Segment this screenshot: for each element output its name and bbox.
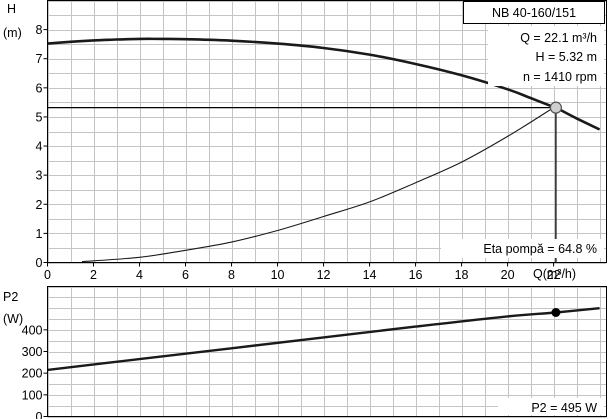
efficiency-curve <box>81 107 554 263</box>
head-axis-label-unit: (m) <box>3 26 22 40</box>
x-tick-label: 14 <box>363 268 377 282</box>
x-tick-label: 12 <box>317 268 331 282</box>
efficiency-label: Eta pompă = 64.8 % <box>483 242 597 256</box>
y-tick-label: 7 <box>36 52 43 66</box>
power-curve <box>47 307 600 372</box>
p2-tick-label: 0 <box>36 410 43 419</box>
y-tick-label: 5 <box>36 110 43 124</box>
x-tick-label: 8 <box>228 268 235 282</box>
power-operating-point-marker <box>551 308 561 317</box>
x-tick-label: 22 <box>547 268 561 282</box>
info-box-bg <box>488 26 604 86</box>
x-tick-label: 6 <box>182 268 189 282</box>
p2-tick-label: 200 <box>22 367 43 381</box>
power-grid <box>47 286 607 418</box>
info-head: H = 5.32 m <box>536 50 598 64</box>
model-label: NB 40-160/151 <box>492 6 576 20</box>
power-axis-label-unit: (W) <box>3 312 23 326</box>
x-tick-label: 20 <box>501 268 515 282</box>
y-tick-label: 4 <box>36 140 43 154</box>
y-tick-label: 0 <box>36 256 43 270</box>
power-plot-frame <box>47 286 607 417</box>
p2-tick-label: 100 <box>22 388 43 402</box>
y-tick-label: 3 <box>36 169 43 183</box>
y-tick-label: 1 <box>36 227 43 241</box>
power-label-bg <box>498 398 604 415</box>
power-axis-ticks: 0 100 200 300 400 <box>22 323 48 419</box>
y-tick-label: 2 <box>36 198 43 212</box>
p2-tick-label: 300 <box>22 345 43 359</box>
flow-axis-label: Q(m³/h) <box>533 267 576 281</box>
operating-point-marker <box>549 101 562 114</box>
head-plot-frame <box>47 0 607 263</box>
x-tick-label: 10 <box>271 268 285 282</box>
power-label: P2 = 495 W <box>531 401 597 415</box>
y-tick-label: 8 <box>36 23 43 37</box>
power-series <box>47 307 600 372</box>
head-axis-label-h: H <box>7 2 16 16</box>
efficiency-label-bg <box>441 239 604 258</box>
x-tick-label: 2 <box>90 268 97 282</box>
y-tick-label: 6 <box>36 81 43 95</box>
info-speed: n = 1410 rpm <box>523 70 597 84</box>
power-axis-label-p2: P2 <box>3 290 18 304</box>
info-flow: Q = 22.1 m³/h <box>520 31 597 45</box>
x-tick-label: 4 <box>136 268 143 282</box>
p2-tick-label: 400 <box>22 323 43 337</box>
model-label-box <box>463 1 605 24</box>
x-tick-label: 18 <box>455 268 469 282</box>
x-tick-label: 0 <box>44 268 51 282</box>
head-series <box>47 37 601 263</box>
x-tick-label: 16 <box>409 268 423 282</box>
